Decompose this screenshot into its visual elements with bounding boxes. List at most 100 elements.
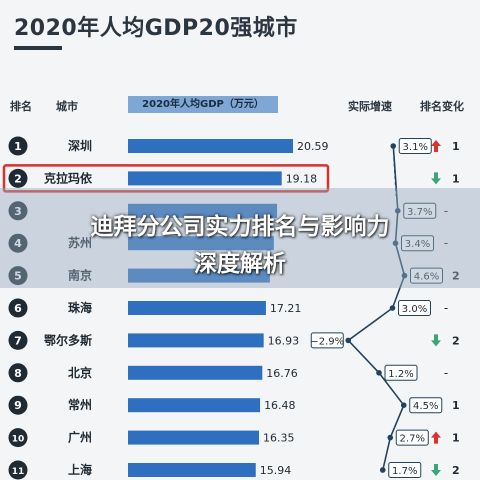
rank-change-value: 2 xyxy=(452,464,460,477)
rank-number: 3 xyxy=(14,205,22,218)
rank-badge xyxy=(8,136,28,156)
growth-line-gap xyxy=(392,145,397,197)
rank-change-value: 1 xyxy=(452,172,460,185)
rank-badge xyxy=(8,266,28,286)
city-label: 广州 xyxy=(68,430,92,445)
rank-change-value: 1 xyxy=(452,432,460,445)
rank-badge xyxy=(8,428,28,448)
rank-badge xyxy=(8,363,28,383)
gdp-bar xyxy=(128,365,263,380)
gdp-bar xyxy=(128,430,260,445)
city-label: 常州 xyxy=(68,397,92,412)
gdp-bar xyxy=(128,203,278,218)
rank-change-value: - xyxy=(444,204,448,218)
gdp-bar xyxy=(128,236,274,251)
rank-number: 8 xyxy=(14,367,22,380)
growth-value-box xyxy=(395,429,429,446)
gdp-value-label: 17.21 xyxy=(270,302,302,315)
city-label: 上海 xyxy=(68,462,92,477)
header-growth: 实际增速 xyxy=(348,100,392,113)
growth-line xyxy=(347,145,406,471)
growth-value-label: −2.9% xyxy=(310,336,344,347)
gdp-bar xyxy=(128,268,270,283)
gdp-value-label: 19.18 xyxy=(286,172,318,185)
rank-badge xyxy=(8,330,28,350)
growth-point xyxy=(401,272,408,279)
city-label: 南京 xyxy=(68,268,92,283)
growth-point xyxy=(387,434,394,441)
growth-point xyxy=(392,240,399,246)
gdp-value-label: 20.59 xyxy=(297,140,329,153)
city-label: 珠海 xyxy=(68,300,92,315)
growth-value-label: 2.7% xyxy=(400,434,425,445)
gdp-bar xyxy=(128,139,293,153)
growth-value-box xyxy=(398,138,432,154)
rank-number: 6 xyxy=(14,302,22,315)
growth-value-box xyxy=(409,397,443,414)
gdp-bar xyxy=(128,398,261,413)
rank-change-value: - xyxy=(444,301,448,315)
city-label: 苏州 xyxy=(68,235,92,250)
rank-number: 2 xyxy=(14,172,22,185)
growth-value-box xyxy=(384,364,418,381)
growth-value-box xyxy=(388,462,422,478)
rank-number: 11 xyxy=(12,467,25,477)
rank-badge xyxy=(8,395,28,415)
growth-point xyxy=(376,370,382,376)
rank-badge xyxy=(8,168,28,188)
gdp-value-label: 15.94 xyxy=(260,464,292,477)
rank-number: 9 xyxy=(14,399,22,412)
growth-value-label: 4.6% xyxy=(414,272,439,283)
gdp-value-label: 16.93 xyxy=(268,334,300,347)
growth-value-label: 3.1% xyxy=(403,142,428,153)
rank-number: 10 xyxy=(12,435,25,445)
rank-change-value: 1 xyxy=(452,140,460,153)
rank-down-arrow-icon xyxy=(431,334,441,347)
header-rank-change: 排名变化 xyxy=(420,100,464,113)
overlay-headline: 迪拜分公司实力排名与影响力 xyxy=(90,214,390,240)
rank-number: 4 xyxy=(14,237,22,250)
page-title: 2020年人均GDP20强城市 xyxy=(14,16,298,41)
growth-value-box xyxy=(398,300,431,316)
rank-number: 5 xyxy=(14,270,22,283)
header-rank: 排名 xyxy=(10,100,32,113)
growth-point xyxy=(394,208,401,214)
gdp-bar xyxy=(128,333,264,348)
rank-change-value: 2 xyxy=(452,334,460,347)
rank-up-arrow-icon xyxy=(431,431,441,444)
growth-value-box xyxy=(310,332,344,349)
growth-value-box xyxy=(410,267,443,284)
rank-down-arrow-icon xyxy=(431,464,441,476)
rank-badge xyxy=(8,460,28,480)
city-label: 北京 xyxy=(68,365,92,380)
growth-value-label: 3.0% xyxy=(402,304,427,315)
rank-number: 7 xyxy=(14,334,22,347)
growth-value-label: 1.7% xyxy=(392,466,417,477)
gdp-value-label: 16.76 xyxy=(266,367,298,380)
city-label: 鄂尔多斯 xyxy=(44,332,92,347)
growth-value-box xyxy=(401,235,434,252)
header-gdp: 2020年人均GDP（万元） xyxy=(128,96,278,113)
city-label: 克拉玛依 xyxy=(44,170,93,185)
growth-value-label: 3.7% xyxy=(407,207,432,218)
gdp-bar xyxy=(128,171,282,186)
growth-point xyxy=(400,402,407,409)
growth-value-label: 4.5% xyxy=(413,401,438,412)
caption-overlay xyxy=(0,188,480,288)
overlay-subheadline: 深度解析 xyxy=(194,251,286,277)
city-label: 深圳 xyxy=(68,138,92,153)
title-underline xyxy=(14,46,62,50)
gdp-bar xyxy=(128,301,266,315)
header-city: 城市 xyxy=(56,100,78,113)
growth-point xyxy=(390,143,397,149)
rank-up-arrow-icon xyxy=(431,140,441,152)
rank-badge xyxy=(8,201,28,221)
growth-point xyxy=(389,305,396,311)
rank-down-arrow-icon xyxy=(431,172,441,185)
rank-change-value: - xyxy=(444,236,448,250)
gdp-bar xyxy=(128,463,256,477)
gdp-value-label: 16.35 xyxy=(263,432,295,445)
rank-change-value: 1 xyxy=(452,399,460,412)
highlight-frame xyxy=(2,164,330,193)
gdp-value-label: 16.48 xyxy=(264,399,296,412)
